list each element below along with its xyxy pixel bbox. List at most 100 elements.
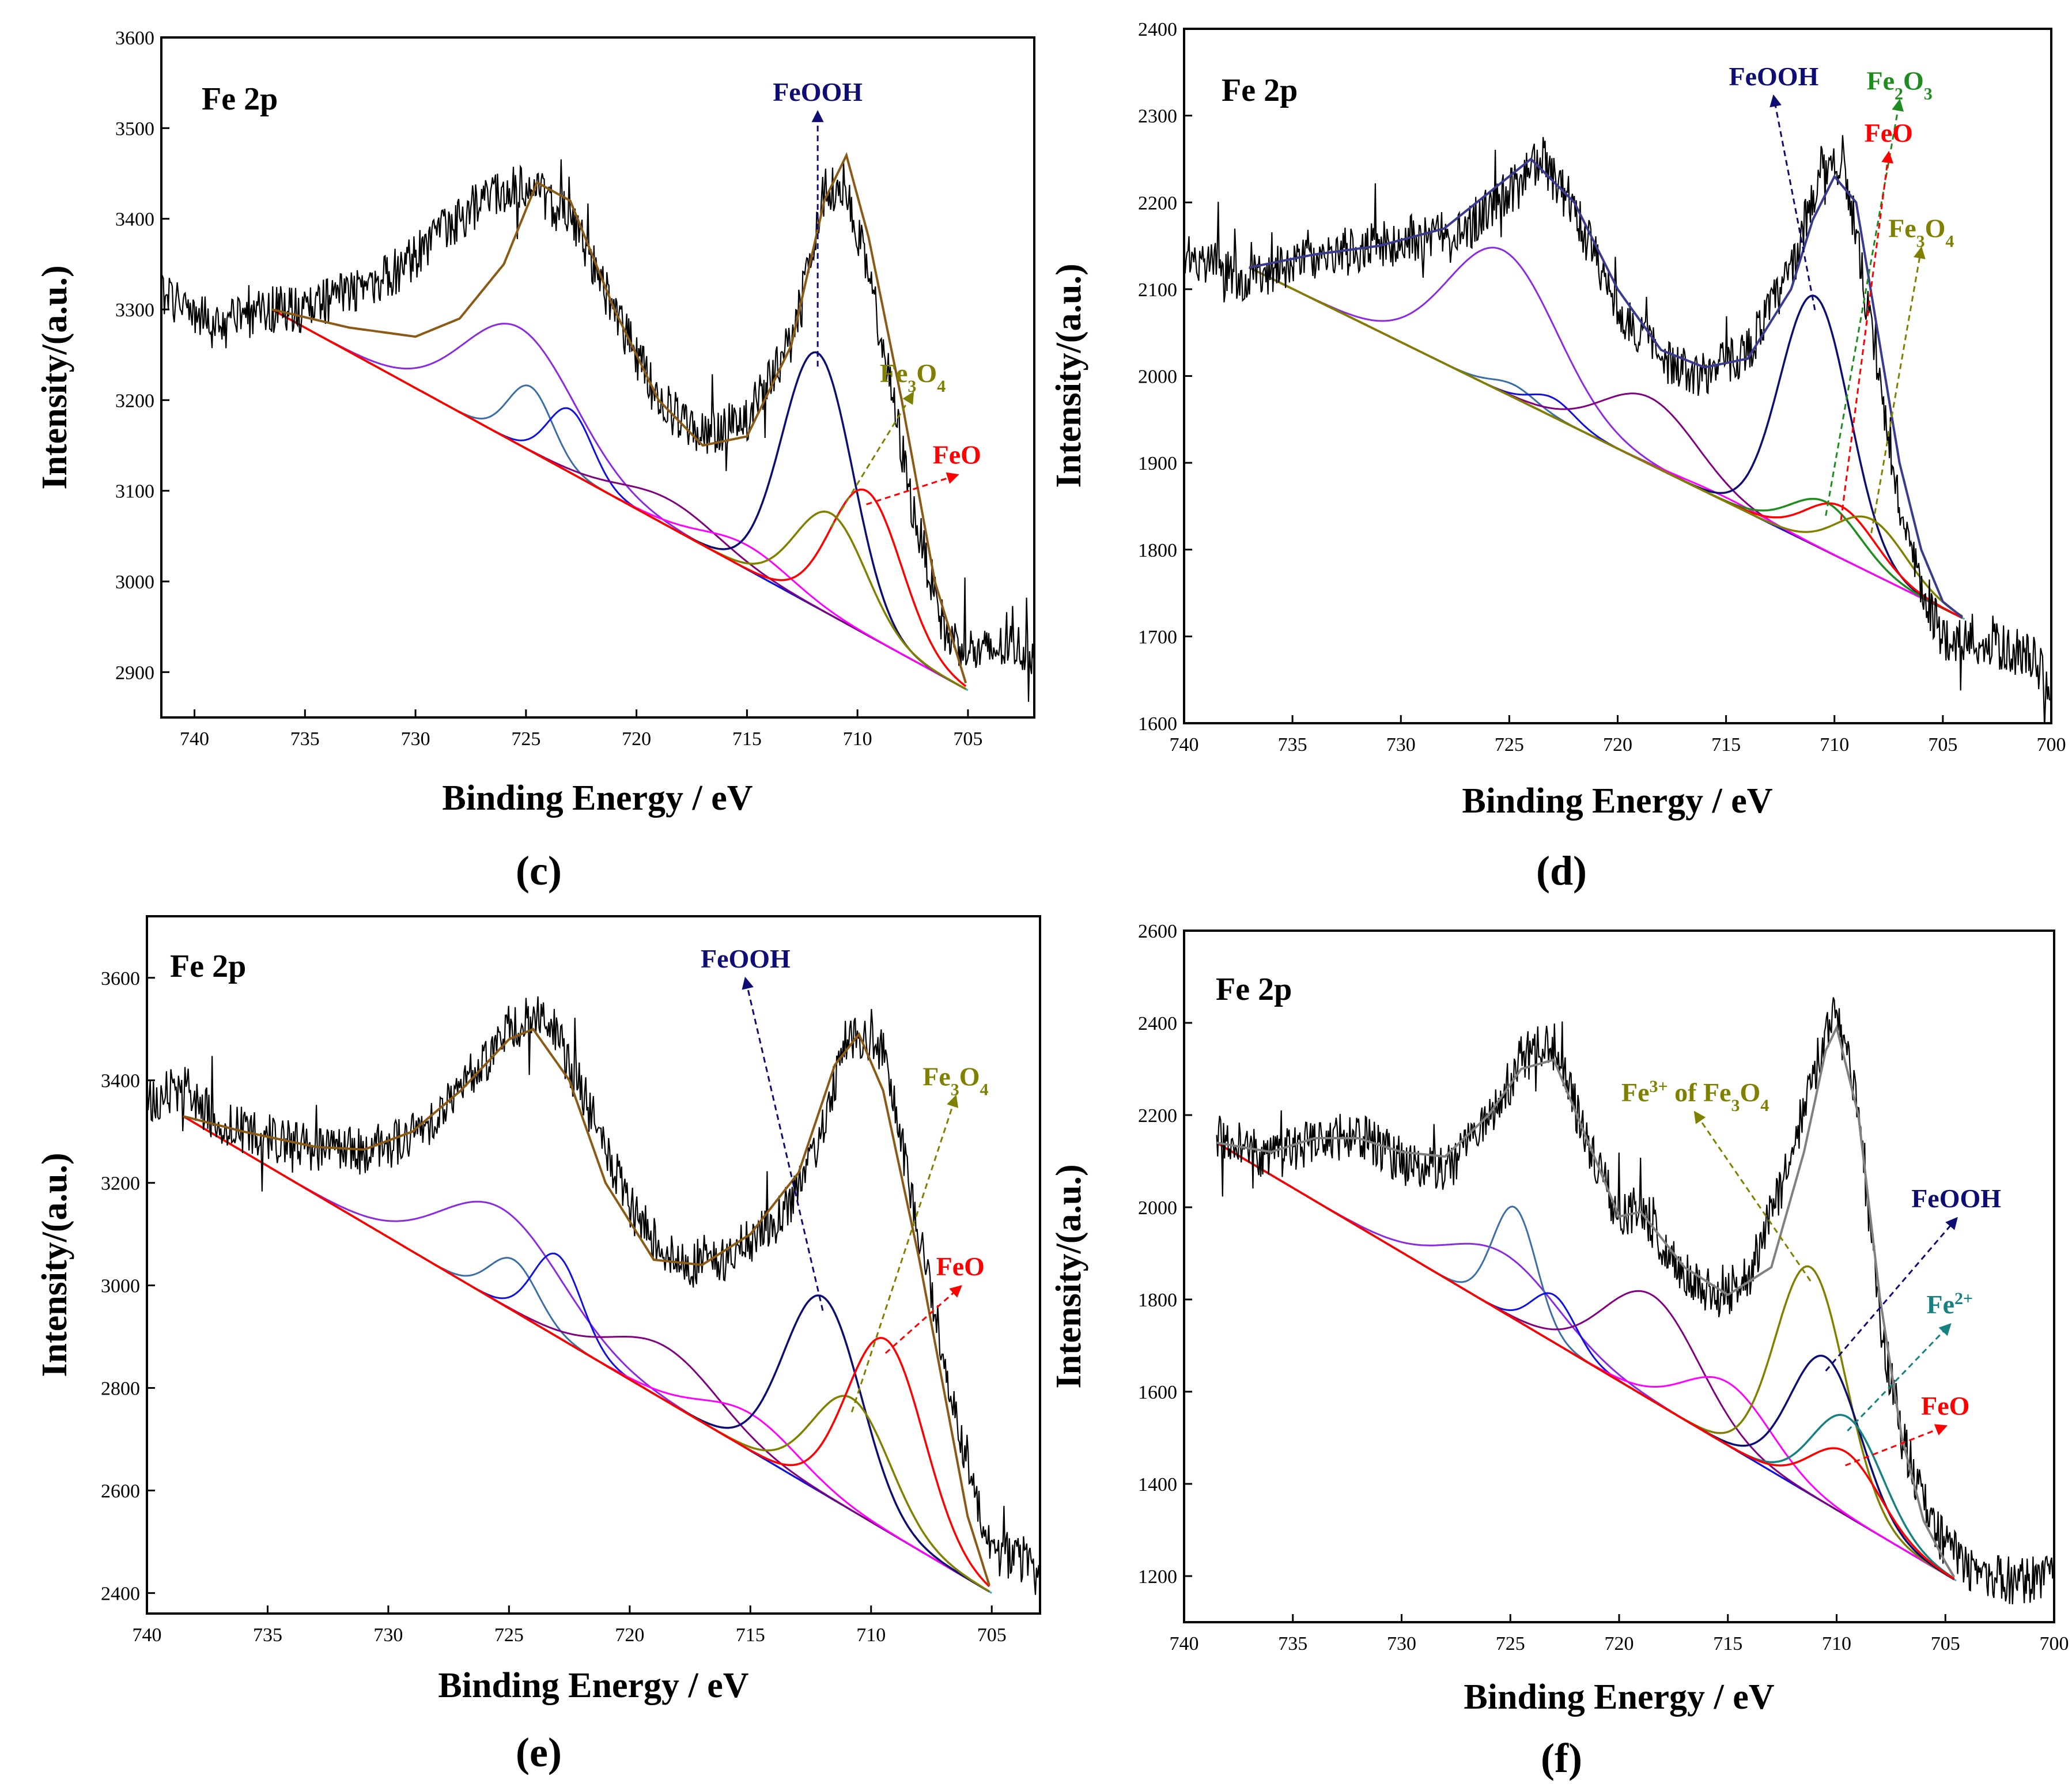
x-tick-label: 735: [290, 728, 320, 750]
y-tick-label: 2400: [101, 1583, 140, 1604]
annotation-label: Fe2O3: [1866, 66, 1932, 103]
x-axis-label: Binding Energy / eV: [442, 779, 753, 818]
annotation-arrow: [1825, 99, 1904, 516]
annotation-arrow: [1870, 246, 1926, 534]
fit-envelope: [183, 1027, 990, 1586]
x-tick-label: 735: [1278, 1633, 1307, 1654]
y-tick-label: 1900: [1138, 453, 1177, 474]
x-tick-label: 720: [1603, 734, 1632, 755]
component-curve: [271, 308, 967, 687]
annotation-arrow: [1693, 1110, 1812, 1282]
panel-title: Fe 2p: [202, 81, 278, 117]
axis-ticks: 740 735 730 725 720 715 710 705 2900 3000 3100 3200…: [115, 28, 982, 750]
component-curve: [182, 1115, 990, 1588]
x-tick-label: 740: [133, 1624, 162, 1646]
raw-spectrum: [1216, 997, 2054, 1605]
y-tick-label: 1800: [1138, 540, 1177, 561]
annotation-arrow: [1845, 1424, 1948, 1467]
y-tick-label: 2200: [1138, 192, 1177, 214]
y-tick-label: 2000: [1138, 367, 1177, 388]
x-axis-label: Binding Energy / eV: [1462, 781, 1772, 821]
raw-spectrum: [161, 159, 1034, 702]
plot-frame: [146, 915, 1041, 1615]
x-tick-label: 700: [2040, 1633, 2069, 1654]
x-tick-label: 725: [1495, 734, 1524, 755]
y-tick-label: 1600: [1138, 1382, 1177, 1403]
curves: FeOOH Fe2O3 FeO Fe3O4: [1184, 62, 2051, 723]
annotation-label: FeOOH: [1911, 1184, 2001, 1213]
panel-label: (f): [1541, 1735, 1582, 1781]
x-tick-label: 710: [1822, 1633, 1851, 1654]
panel-label: (d): [1536, 848, 1587, 894]
y-tick-label: 3600: [115, 28, 154, 49]
annotation-arrow: [830, 391, 914, 528]
panel-label: (c): [516, 848, 562, 894]
y-tick-label: 2200: [1138, 1105, 1177, 1127]
y-tick-label: 3200: [101, 1173, 140, 1195]
x-tick-label: 720: [1605, 1633, 1634, 1654]
x-tick-label: 725: [511, 728, 540, 750]
x-tick-label: 705: [953, 728, 982, 750]
panel-title: Fe 2p: [170, 949, 246, 984]
annotation-arrow: [866, 472, 959, 505]
annotation-arrow: [1847, 1323, 1952, 1432]
raw-spectrum: [1184, 135, 2051, 723]
y-tick-label: 1700: [1138, 626, 1177, 648]
x-tick-label: 725: [494, 1624, 524, 1646]
y-tick-label: 3400: [115, 209, 154, 231]
plot-area: [1184, 135, 2051, 723]
raw-spectrum: [147, 996, 1040, 1595]
x-tick-label: 705: [1931, 1633, 1960, 1654]
y-tick-label: 2100: [1138, 279, 1177, 301]
panel-title: Fe 2p: [1222, 73, 1298, 108]
annotation-arrow: [1840, 150, 1894, 520]
y-tick-label: 1600: [1138, 713, 1177, 735]
x-tick-label: 705: [1928, 734, 1957, 755]
panel-title: Fe 2p: [1216, 972, 1292, 1007]
plot-frame: [160, 36, 1035, 719]
x-tick-label: 715: [1713, 1633, 1742, 1654]
panel-label: (e): [516, 1729, 562, 1775]
panel-c: 740 735 730 725 720 715 710 705 2900 3000 3100 3200…: [35, 28, 1035, 894]
y-tick-label: 3500: [115, 118, 154, 139]
y-tick-label: 1800: [1138, 1290, 1177, 1311]
y-tick-label: 3000: [115, 572, 154, 593]
x-tick-label: 705: [977, 1624, 1007, 1646]
x-tick-label: 700: [2037, 734, 2066, 755]
y-tick-label: 3200: [115, 390, 154, 411]
x-axis-label: Binding Energy / eV: [438, 1666, 748, 1705]
fit-envelope: [1249, 157, 1963, 618]
annotation-label: Fe2+: [1926, 1289, 1973, 1320]
annotation-arrow: [742, 976, 824, 1311]
x-tick-label: 730: [1387, 1633, 1416, 1654]
y-axis-label: Intensity/(a.u.): [35, 265, 74, 489]
y-axis-label: Intensity/(a.u.): [1049, 1164, 1088, 1388]
annotation-label: Fe3O4: [922, 1062, 988, 1100]
x-tick-label: 740: [180, 728, 209, 750]
y-tick-label: 2800: [101, 1378, 140, 1400]
y-tick-label: 2400: [1138, 19, 1177, 40]
x-tick-label: 715: [736, 1624, 765, 1646]
annotation-arrow: [884, 1285, 962, 1354]
plot-area: [1216, 997, 2054, 1605]
x-tick-label: 710: [856, 1624, 886, 1646]
annotation-label: FeO: [1865, 118, 1913, 148]
x-tick-label: 715: [732, 728, 762, 750]
annotation-label: FeOOH: [773, 77, 863, 107]
x-tick-label: 735: [1278, 734, 1307, 755]
x-tick-label: 710: [1820, 734, 1849, 755]
annotation-label: FeO: [936, 1252, 985, 1281]
y-tick-label: 3400: [101, 1071, 140, 1092]
y-axis-label: Intensity/(a.u.): [35, 1153, 74, 1377]
fit-envelope: [1216, 1024, 1956, 1578]
y-tick-label: 2400: [1138, 1013, 1177, 1034]
y-tick-label: 3600: [101, 968, 140, 989]
y-tick-label: 3100: [115, 481, 154, 503]
panel-f: 740 735 730 725 720 715 710 705 700 1200 1400 1600 1…: [1049, 921, 2069, 1781]
component-curve: [1216, 1142, 1955, 1580]
annotation-label: FeOOH: [1729, 62, 1818, 91]
curves: FeOOH Fe3O4 FeO: [161, 77, 1034, 702]
x-tick-label: 715: [1711, 734, 1741, 755]
axis-ticks: 740 735 730 725 720 715 710 705 700 1200 1400 1600 1…: [1138, 921, 2069, 1654]
